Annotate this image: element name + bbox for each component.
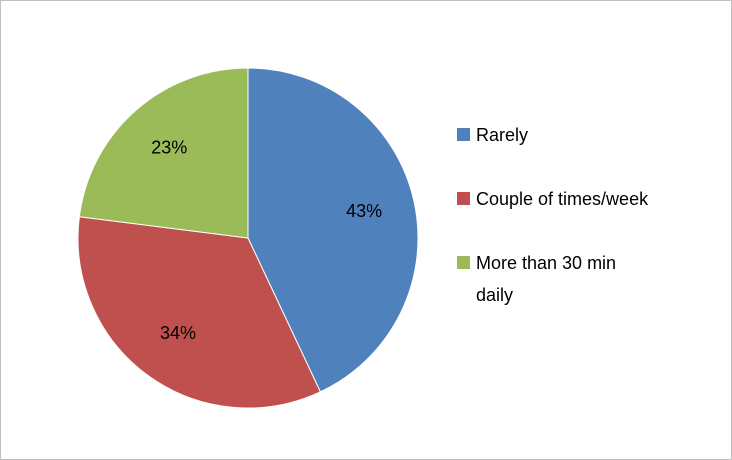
data-label: 34% [160, 323, 196, 343]
data-label: 43% [346, 201, 382, 221]
legend: Rarely Couple of times/week More than 30 m… [457, 119, 717, 343]
legend-item: Couple of times/week [457, 183, 654, 215]
legend-label: Couple of times/week [476, 189, 649, 209]
legend-label: More than 30 min daily [476, 253, 617, 305]
legend-swatch [457, 192, 470, 205]
pie-slice [247, 67, 419, 393]
legend-item: More than 30 min daily [457, 247, 654, 311]
legend-swatch [457, 256, 470, 269]
pie-slice [78, 67, 249, 239]
legend-swatch [457, 128, 470, 141]
legend-label: Rarely [476, 125, 529, 145]
legend-item: Rarely [457, 119, 654, 151]
data-label: 23% [151, 137, 187, 157]
pie-slice [77, 216, 322, 409]
